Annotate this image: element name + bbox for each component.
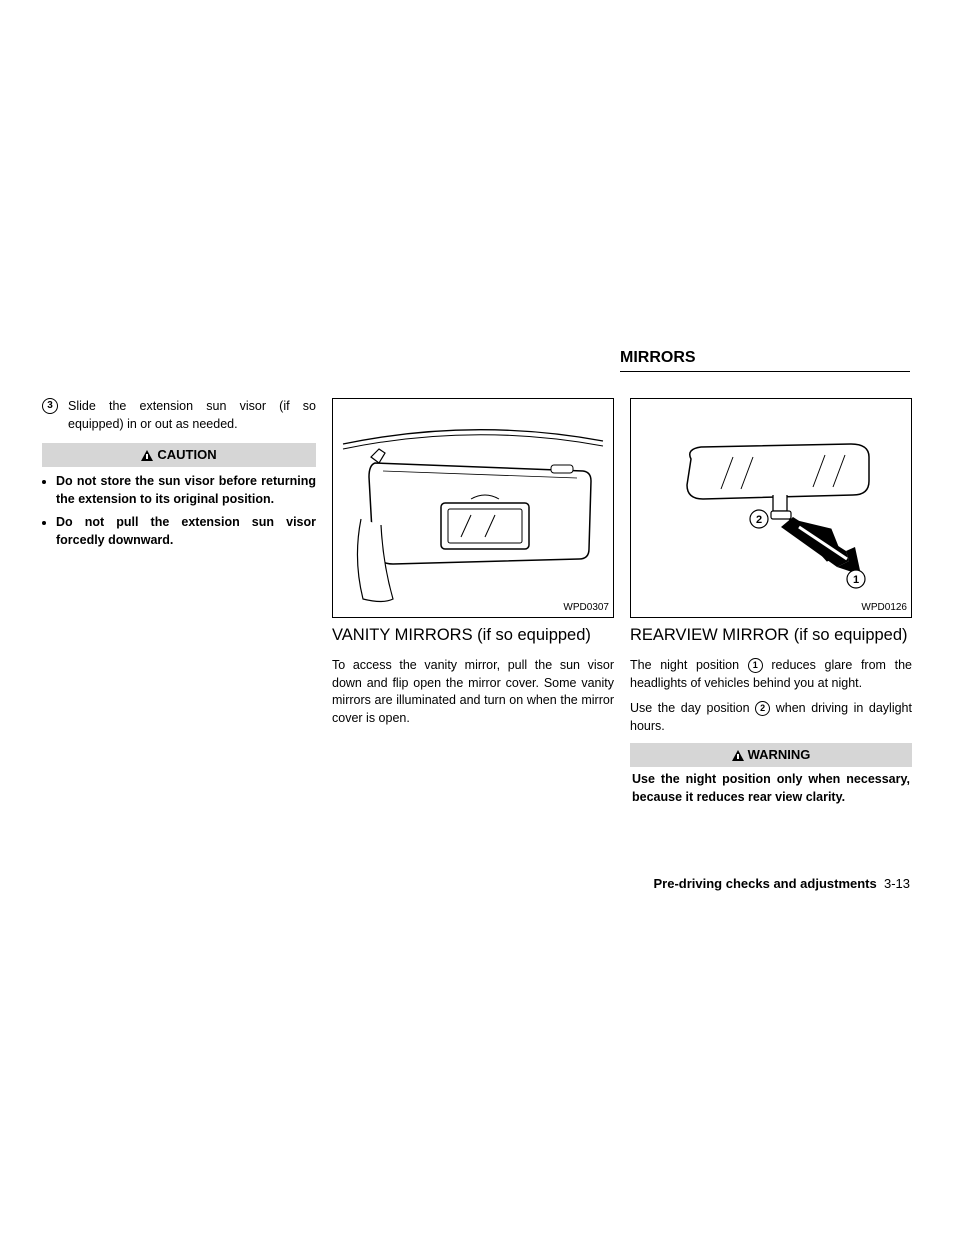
warning-header: WARNING	[630, 743, 912, 767]
footer-page-number: 3-13	[884, 876, 910, 891]
caution-body: Do not store the sun visor before return…	[42, 473, 316, 549]
section-header: MIRRORS	[620, 349, 910, 372]
figure-label: WPD0126	[861, 601, 907, 615]
vanity-body: To access the vanity mirror, pull the su…	[332, 657, 614, 727]
text-fragment: The night position	[630, 658, 748, 672]
warning-body: Use the night position only when necessa…	[630, 767, 912, 806]
step-number-circle: 3	[42, 398, 58, 414]
vanity-heading: VANITY MIRRORS (if so equipped)	[332, 624, 614, 647]
figure-rearview-mirror: 2 1 WPD0126	[630, 398, 912, 618]
svg-text:1: 1	[853, 574, 859, 586]
step-text: Slide the extension sun visor (if so equ…	[68, 398, 316, 433]
page: MIRRORS 3 Slide the extension sun visor …	[0, 0, 954, 1235]
column-1: 3 Slide the extension sun visor (if so e…	[42, 398, 316, 806]
rearview-heading: REARVIEW MIRROR (if so equipped)	[630, 624, 912, 647]
text-fragment: Use the day position	[630, 701, 755, 715]
caution-item: Do not pull the extension sun visor forc…	[56, 514, 316, 549]
column-2: WPD0307 VANITY MIRRORS (if so equipped) …	[332, 398, 614, 806]
alert-icon	[732, 750, 744, 761]
warning-label: WARNING	[748, 747, 811, 762]
figure-vanity-mirror: WPD0307	[332, 398, 614, 618]
footer-section-name: Pre-driving checks and adjustments	[654, 876, 877, 891]
step-3: 3 Slide the extension sun visor (if so e…	[42, 398, 316, 433]
alert-icon	[141, 450, 153, 461]
caution-item: Do not store the sun visor before return…	[56, 473, 316, 508]
ref-circle-2: 2	[755, 701, 770, 716]
content-columns: 3 Slide the extension sun visor (if so e…	[42, 398, 912, 806]
caution-header: CAUTION	[42, 443, 316, 467]
figure-label: WPD0307	[563, 601, 609, 615]
vanity-mirror-svg	[333, 399, 613, 617]
rearview-mirror-svg: 2 1	[631, 399, 911, 617]
svg-text:2: 2	[756, 514, 762, 526]
column-3: 2 1 WPD0126 REARVIEW MIRROR (if so equip…	[630, 398, 912, 806]
rearview-body-2: Use the day position 2 when driving in d…	[630, 700, 912, 735]
caution-label: CAUTION	[157, 447, 216, 462]
rearview-body-1: The night position 1 reduces glare from …	[630, 657, 912, 692]
ref-circle-1: 1	[748, 658, 763, 673]
page-footer: Pre-driving checks and adjustments 3-13	[654, 876, 911, 891]
